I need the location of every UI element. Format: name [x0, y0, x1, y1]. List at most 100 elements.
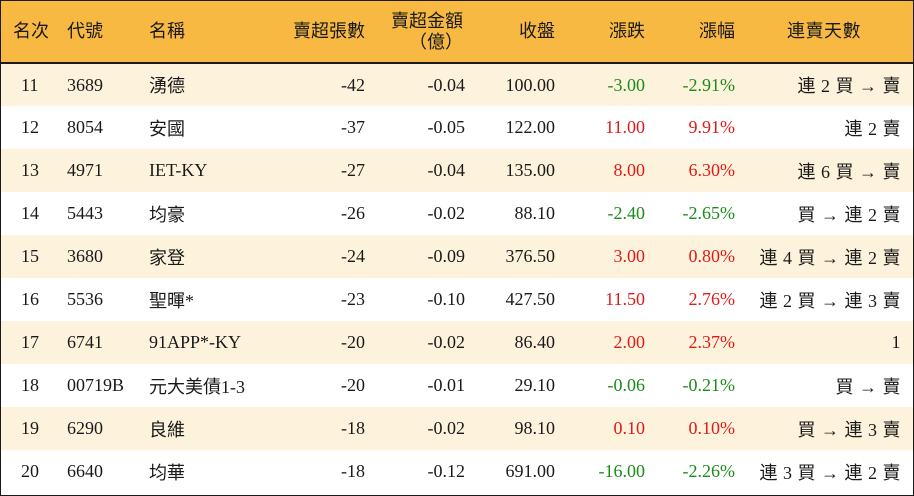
cell-rank: 14 — [21, 203, 39, 223]
cell-streak: 連 2 賣 — [844, 118, 901, 139]
cell-close: 376.50 — [505, 246, 556, 266]
cell-oversold-amount: -0.12 — [427, 461, 466, 481]
header-name: 名稱 — [139, 1, 259, 64]
table-row[interactable]: 15 3680 家登 -24 -0.09 376.50 3.00 0.80% 連 4 買 → 連… — [1, 235, 913, 278]
cell-change-pct: 2.76% — [688, 289, 736, 309]
header-change-pct: 漲幅 — [651, 1, 741, 64]
cell-close: 135.00 — [505, 160, 556, 180]
cell-change-pct: -2.65% — [682, 203, 736, 223]
header-rank: 名次 — [1, 1, 59, 64]
cell-change-pct: 6.30% — [688, 160, 736, 180]
cell-change: 0.10 — [613, 418, 646, 438]
table-row[interactable]: 18 00719B 元大美債1-3 -20 -0.01 29.10 -0.06 -0.21% 買… — [1, 364, 913, 407]
table-row[interactable]: 14 5443 均豪 -26 -0.02 88.10 -2.40 -2.65% 買 → 連 2 … — [1, 192, 913, 235]
cell-code: 6741 — [67, 332, 103, 352]
cell-rank: 17 — [21, 332, 39, 352]
cell-name: 家登 — [149, 247, 185, 268]
header-row: 名次 代號 名稱 賣超張數 賣超金額 （億） 收盤 漲跌 漲幅 連賣天數 — [1, 1, 913, 64]
cell-oversold-amount: -0.09 — [427, 246, 466, 266]
header-close: 收盤 — [471, 1, 561, 64]
cell-name: 湧德 — [149, 76, 185, 96]
cell-close: 86.40 — [514, 332, 556, 352]
cell-oversold-lots: -23 — [341, 289, 365, 309]
cell-change-pct: 2.37% — [688, 332, 736, 352]
cell-streak: 買 → 連 3 賣 — [797, 419, 901, 440]
cell-streak: 連 2 買 → 連 3 賣 — [759, 290, 901, 311]
cell-oversold-lots: -20 — [341, 375, 365, 395]
cell-rank: 11 — [21, 74, 39, 95]
cell-close: 29.10 — [514, 375, 556, 395]
cell-change-pct: 9.91% — [688, 117, 736, 137]
cell-streak: 連 6 買 → 賣 — [797, 161, 901, 182]
table-row[interactable]: 11 3689 湧德 -42 -0.04 100.00 -3.00 -2.91% 連 2 買 →… — [1, 63, 913, 106]
cell-name: 聖暉* — [149, 290, 194, 311]
cell-oversold-lots: -26 — [341, 203, 365, 223]
cell-oversold-amount: -0.04 — [427, 160, 466, 180]
cell-oversold-lots: -42 — [341, 74, 365, 95]
table-row[interactable]: 17 6741 91APP*-KY -20 -0.02 86.40 2.00 2.37% 1 — [1, 321, 913, 364]
cell-streak: 買 → 賣 — [835, 376, 901, 397]
header-oversold-amount-line2: （億） — [409, 31, 463, 52]
cell-rank: 16 — [21, 289, 39, 309]
cell-streak: 連 3 買 → 連 2 賣 — [759, 462, 901, 483]
table-row[interactable]: 16 5536 聖暉* -23 -0.10 427.50 11.50 2.76% 連 2 買 →… — [1, 278, 913, 321]
cell-close: 691.00 — [505, 461, 556, 481]
header-change: 漲跌 — [561, 1, 651, 64]
table-row[interactable]: 13 4971 IET-KY -27 -0.04 135.00 8.00 6.30% 連 6 買… — [1, 149, 913, 192]
cell-change: 3.00 — [613, 246, 646, 266]
cell-rank: 19 — [21, 418, 39, 438]
cell-change-pct: -0.21% — [682, 375, 736, 395]
cell-oversold-amount: -0.10 — [427, 289, 466, 309]
cell-streak: 1 — [891, 332, 901, 352]
cell-oversold-amount: -0.02 — [427, 203, 466, 223]
cell-change: -3.00 — [607, 74, 646, 95]
cell-change-pct: 0.80% — [688, 246, 736, 266]
cell-oversold-lots: -18 — [341, 418, 365, 438]
cell-oversold-lots: -27 — [341, 160, 365, 180]
cell-oversold-amount: -0.01 — [427, 375, 466, 395]
cell-oversold-lots: -20 — [341, 332, 365, 352]
cell-oversold-lots: -37 — [341, 117, 365, 137]
cell-code: 8054 — [67, 117, 103, 137]
cell-name: 均華 — [149, 462, 185, 483]
cell-oversold-amount: -0.02 — [427, 418, 466, 438]
cell-streak: 買 → 連 2 賣 — [797, 204, 901, 225]
cell-streak: 連 2 買 → 賣 — [797, 76, 901, 96]
cell-change-pct: -2.26% — [682, 461, 736, 481]
cell-close: 122.00 — [505, 117, 556, 137]
cell-name: 元大美債1-3 — [149, 376, 245, 397]
cell-change-pct: 0.10% — [688, 418, 736, 438]
cell-code: 6290 — [67, 418, 103, 438]
cell-change: 2.00 — [613, 332, 646, 352]
cell-oversold-amount: -0.04 — [427, 74, 466, 95]
table-header: 名次 代號 名稱 賣超張數 賣超金額 （億） 收盤 漲跌 漲幅 連賣天數 — [1, 1, 913, 64]
cell-rank: 15 — [21, 246, 39, 266]
cell-code: 3689 — [67, 74, 103, 95]
cell-code: 3680 — [67, 246, 103, 266]
cell-oversold-lots: -18 — [341, 461, 365, 481]
cell-oversold-amount: -0.02 — [427, 332, 466, 352]
cell-close: 427.50 — [505, 289, 556, 309]
table-row[interactable]: 19 6290 良維 -18 -0.02 98.10 0.10 0.10% 買 → 連 3 賣 — [1, 407, 913, 450]
cell-change-pct: -2.91% — [682, 74, 736, 95]
header-oversold-amount: 賣超金額 （億） — [371, 1, 471, 64]
table-row[interactable]: 12 8054 安國 -37 -0.05 122.00 11.00 9.91% 連 2 賣 — [1, 106, 913, 149]
cell-name: 均豪 — [149, 204, 185, 225]
cell-oversold-amount: -0.05 — [427, 117, 466, 137]
table-row[interactable]: 20 6640 均華 -18 -0.12 691.00 -16.00 -2.26% 連 3 買 … — [1, 450, 913, 493]
cell-close: 88.10 — [514, 203, 556, 223]
cell-change: -16.00 — [598, 461, 646, 481]
cell-change: -2.40 — [607, 203, 646, 223]
cell-rank: 12 — [21, 117, 39, 137]
cell-close: 98.10 — [514, 418, 556, 438]
cell-code: 5536 — [67, 289, 103, 309]
cell-change: 8.00 — [613, 160, 646, 180]
cell-rank: 18 — [21, 375, 39, 395]
cell-name: 安國 — [149, 118, 185, 139]
cell-rank: 20 — [21, 461, 39, 481]
table-body: 11 3689 湧德 -42 -0.04 100.00 -3.00 -2.91% 連 2 買 →… — [1, 63, 913, 493]
cell-streak: 連 4 買 → 連 2 賣 — [759, 247, 901, 268]
cell-name: 91APP*-KY — [149, 332, 242, 352]
